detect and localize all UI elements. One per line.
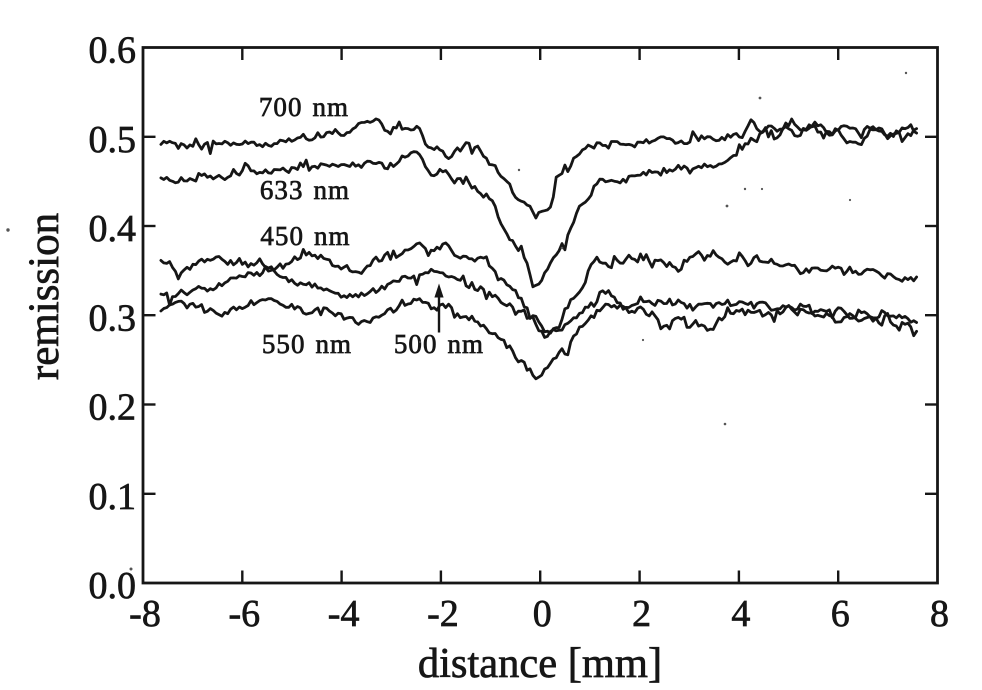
svg-text:0.2: 0.2: [89, 387, 137, 429]
svg-text:0.3: 0.3: [89, 297, 137, 339]
svg-text:-2: -2: [427, 593, 459, 635]
svg-text:6: 6: [831, 593, 850, 635]
svg-text:700 nm: 700 nm: [259, 92, 349, 122]
svg-text:remission: remission: [21, 213, 68, 380]
svg-text:-8: -8: [129, 593, 161, 635]
svg-text:distance [mm]: distance [mm]: [418, 640, 662, 687]
svg-text:2: 2: [632, 593, 651, 635]
svg-text:0.0: 0.0: [89, 565, 137, 607]
svg-text:450 nm: 450 nm: [260, 221, 350, 251]
svg-text:0.5: 0.5: [89, 119, 137, 161]
svg-text:4: 4: [731, 593, 750, 635]
svg-text:0.4: 0.4: [89, 208, 137, 250]
svg-text:0: 0: [533, 593, 552, 635]
svg-text:633 nm: 633 nm: [260, 175, 350, 205]
svg-text:500 nm: 500 nm: [394, 329, 484, 359]
svg-text:8: 8: [930, 593, 949, 635]
svg-text:-6: -6: [228, 593, 260, 635]
svg-text:-4: -4: [328, 593, 360, 635]
svg-text:550 nm: 550 nm: [262, 329, 352, 359]
svg-text:0.6: 0.6: [89, 30, 137, 72]
svg-text:0.1: 0.1: [89, 476, 137, 518]
